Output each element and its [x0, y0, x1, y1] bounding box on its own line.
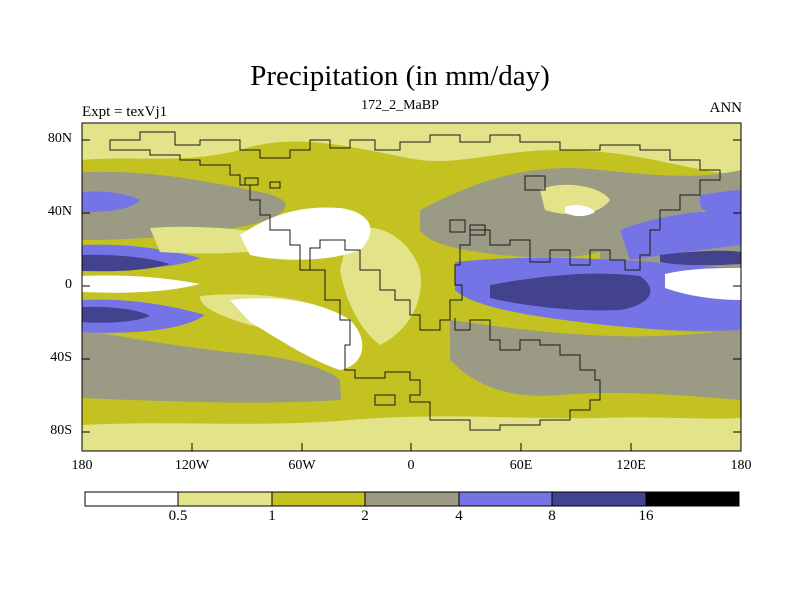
- island-mid-2: [469, 224, 486, 236]
- field-grey-south: [82, 330, 341, 403]
- lon-label-120w: 120W: [174, 458, 210, 473]
- continent-south: [310, 269, 601, 431]
- colorbar-label-0-5: 0.5: [168, 508, 188, 524]
- colorbar-swatch-1: [177, 491, 273, 507]
- colorbar-swatch-5: [551, 491, 647, 507]
- lon-tick-marks: [81, 443, 742, 451]
- lon-label-120e: 120E: [616, 458, 646, 473]
- lat-label-80n: 80N: [47, 131, 72, 146]
- lat-label-0: 0: [65, 277, 72, 292]
- colorbar-swatch-4: [458, 491, 553, 507]
- field-white-equatorial-west: [82, 275, 200, 293]
- field-white-north-atlantic: [240, 207, 371, 260]
- colorbar-label-16: 16: [638, 508, 654, 524]
- field-white-south-atlantic: [230, 298, 363, 370]
- field-dark-north: [82, 254, 170, 272]
- colorbar-swatch-0: [84, 491, 179, 507]
- colorbar-swatch-6: [645, 491, 740, 507]
- lat-tick-marks: [82, 139, 741, 433]
- lon-label-0: 0: [407, 458, 415, 473]
- field-dark-south: [82, 306, 150, 323]
- island-arctic-2: [269, 181, 281, 189]
- colorbar-swatch-2: [271, 491, 366, 507]
- field-antarctic-band: [82, 416, 741, 451]
- field-blue-n-pacific: [82, 191, 140, 212]
- colorbar-label-8: 8: [548, 508, 556, 524]
- lon-label-180w: 180: [71, 458, 93, 473]
- field-blue-n-pacific-east: [700, 190, 741, 217]
- lat-label-40s: 40S: [50, 350, 72, 365]
- field-dark-warmpool: [490, 273, 651, 311]
- lon-label-180e: 180: [730, 458, 752, 473]
- precipitation-field: [82, 123, 741, 451]
- lon-label-60w: 60W: [288, 458, 316, 473]
- continent-north: [109, 131, 721, 331]
- colorbar: [84, 491, 740, 507]
- field-arctic-band: [82, 123, 741, 175]
- field-light-asia: [540, 184, 610, 215]
- island-arctic-1: [244, 177, 259, 186]
- lat-label-80s: 80S: [50, 423, 72, 438]
- field-white-equatorial-east: [665, 268, 741, 300]
- island-antarctic-west: [374, 394, 396, 406]
- colorbar-label-4: 4: [455, 508, 463, 524]
- period-label: 172_2_MaBP: [361, 98, 439, 113]
- colorbar-label-2: 2: [361, 508, 369, 524]
- field-white-asia: [565, 204, 595, 217]
- map-title: Precipitation (in mm/day): [250, 60, 550, 92]
- continent-outline: [109, 131, 721, 431]
- experiment-label: Expt = texVj1: [82, 104, 168, 120]
- field-dark-east: [660, 250, 741, 266]
- island-asia-box: [524, 175, 546, 191]
- lon-label-60e: 60E: [509, 458, 533, 473]
- field-grey-north: [82, 171, 286, 240]
- lat-label-40n: 40N: [47, 204, 72, 219]
- island-mid-1: [449, 219, 466, 233]
- season-label: ANN: [709, 100, 743, 116]
- colorbar-swatch-3: [364, 491, 460, 507]
- colorbar-label-1: 1: [268, 508, 276, 524]
